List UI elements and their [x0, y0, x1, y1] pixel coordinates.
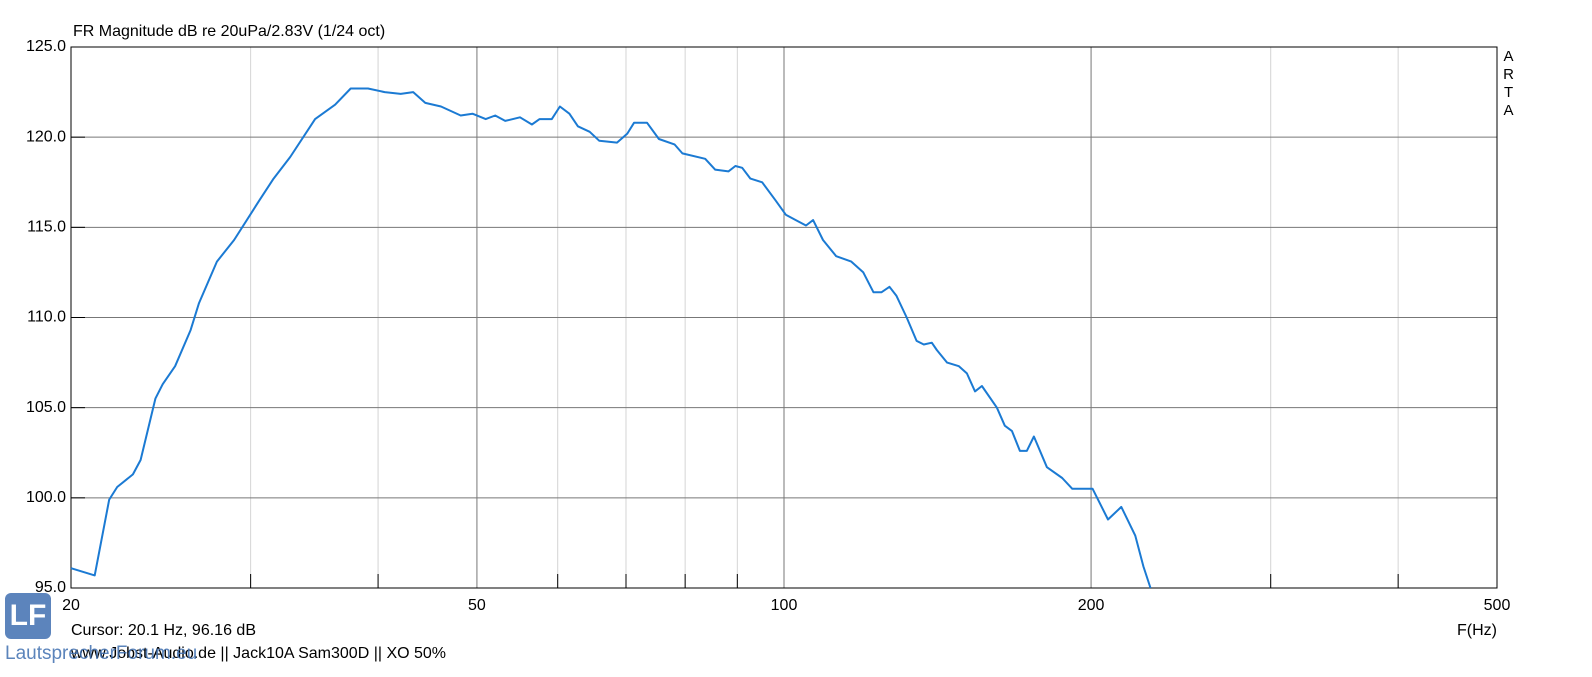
y-tick-label: 120.0: [26, 128, 66, 145]
y-tick-label: 105.0: [26, 399, 66, 416]
cursor-readout: Cursor: 20.1 Hz, 96.16 dB: [71, 622, 256, 639]
y-tick-label: 100.0: [26, 489, 66, 506]
plot-frame: [70, 46, 1498, 589]
logo: [5, 593, 51, 639]
watermark: LautsprecherForum.eu: [5, 643, 197, 664]
data-line: [70, 87, 1152, 589]
y-tick-label: 95.0: [35, 579, 66, 596]
x-axis-label: F(Hz): [1457, 622, 1497, 639]
logo-text: LF: [10, 599, 47, 632]
y-tick-label: 115.0: [27, 219, 66, 236]
x-tick-label: 500: [1484, 597, 1511, 614]
x-tick-label: 50: [468, 597, 486, 614]
brand: ARTA: [1500, 48, 1517, 120]
y-tick-label: 110.0: [27, 309, 66, 326]
x-tick-label: 200: [1078, 597, 1105, 614]
footer: www.Jobst-Audio.de || Jack10A Sam300D ||…: [70, 645, 446, 662]
chart-title: FR Magnitude dB re 20uPa/2.83V (1/24 oct…: [73, 23, 385, 40]
x-tick-label: 100: [771, 597, 798, 614]
y-tick-label: 125.0: [26, 38, 66, 55]
x-tick-label: 20: [62, 597, 80, 614]
